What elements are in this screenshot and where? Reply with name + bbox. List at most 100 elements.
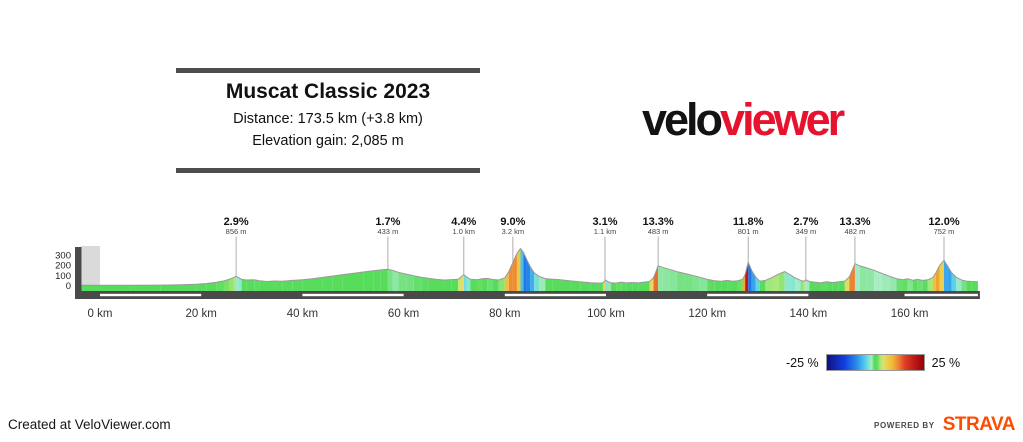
profile-slice	[854, 263, 861, 291]
x-tick-label: 40 km	[287, 308, 318, 320]
climb-length-label: 752 m	[934, 227, 955, 236]
profile-slice	[745, 262, 749, 291]
profile-slice	[238, 277, 242, 291]
climb-gradient-label: 2.9%	[224, 216, 249, 228]
profile-slice	[492, 279, 499, 291]
profile-slice	[100, 285, 131, 291]
profile-slice	[206, 282, 217, 291]
profile-slice	[826, 281, 833, 291]
veloviewer-logo: veloviewer	[642, 94, 845, 145]
climb-gradient-label: 12.0%	[928, 216, 959, 228]
profile-slice	[458, 274, 464, 291]
profile-slice	[236, 276, 239, 291]
climb-gradient-label: 4.4%	[451, 216, 476, 228]
profile-slice	[428, 278, 437, 291]
climb-length-label: 3.2 km	[502, 227, 525, 236]
veloviewer-logo-viewer: viewer	[720, 94, 845, 145]
profile-slice	[241, 279, 247, 291]
profile-slice	[805, 279, 810, 291]
profile-slice	[643, 281, 650, 291]
profile-slice	[832, 281, 839, 291]
profile-slice	[707, 279, 715, 291]
profile-slice	[714, 280, 722, 291]
profile-slice	[638, 282, 644, 291]
profile-slice	[80, 285, 100, 291]
gradient-legend: -25 % 25 %	[786, 354, 960, 371]
profile-slice	[790, 274, 796, 291]
profile-slice	[866, 267, 875, 291]
profile-slice	[944, 260, 948, 291]
profile-slice	[398, 272, 407, 291]
y-tick-label: 100	[55, 271, 71, 282]
profile-slice	[353, 271, 364, 291]
profile-slice	[759, 280, 766, 291]
profile-slice	[676, 271, 685, 291]
profile-slice	[598, 282, 603, 291]
profile-slice	[406, 274, 414, 291]
veloviewer-logo-velo: velo	[642, 94, 723, 145]
x-tick-label: 0 km	[88, 308, 113, 320]
climb-length-label: 482 m	[845, 227, 866, 236]
profile-slice	[732, 280, 738, 291]
profile-slice	[626, 282, 633, 291]
climb-gradient-label: 13.3%	[643, 216, 674, 228]
x-tick-label: 100 km	[587, 308, 625, 320]
profile-slice	[470, 279, 477, 291]
profile-slice	[814, 282, 821, 291]
climb-length-label: 1.1 km	[594, 227, 617, 236]
x-axis-stripe	[302, 293, 404, 297]
profile-slice	[590, 282, 599, 291]
profile-slice	[451, 279, 459, 291]
gradient-legend-min: -25 %	[786, 355, 819, 370]
profile-slice	[523, 252, 527, 291]
profile-slice	[259, 280, 267, 291]
profile-slice	[539, 276, 546, 291]
profile-slice	[820, 281, 827, 291]
profile-slice	[392, 270, 399, 291]
profile-slice	[727, 280, 733, 291]
gradient-legend-max: 25 %	[931, 355, 961, 370]
climb-gradient-label: 9.0%	[500, 216, 525, 228]
powered-by-text: POWERED BY	[874, 420, 935, 430]
climb-length-label: 1.0 km	[453, 227, 476, 236]
profile-slice	[322, 276, 333, 291]
profile-slice	[795, 278, 801, 291]
profile-slice	[971, 281, 978, 291]
profile-slice	[922, 279, 928, 291]
title-divider-top	[176, 68, 480, 73]
profile-slice	[881, 273, 890, 291]
profile-slice	[662, 267, 670, 291]
profile-slice	[784, 271, 791, 291]
profile-slice	[771, 273, 780, 291]
profile-slice	[421, 277, 429, 291]
y-tick-label: 300	[55, 251, 71, 262]
profile-slice	[312, 277, 323, 291]
profile-slice	[737, 279, 743, 291]
created-at-text: Created at VeloViewer.com	[8, 417, 171, 432]
profile-slice	[669, 269, 677, 291]
profile-slice	[951, 272, 957, 291]
profile-slice	[223, 279, 230, 291]
profile-slice	[229, 277, 234, 291]
x-tick-label: 80 km	[489, 308, 520, 320]
route-elevation-gain: Elevation gain: 2,085 m	[252, 133, 404, 149]
profile-slice	[482, 278, 488, 291]
profile-slice	[476, 278, 483, 291]
profile-slice	[800, 280, 804, 291]
profile-slice	[526, 259, 531, 291]
x-tick-label: 160 km	[891, 308, 929, 320]
profile-slice	[653, 265, 659, 291]
climb-length-label: 433 m	[377, 227, 398, 236]
profile-slice	[380, 269, 388, 291]
profile-slice	[266, 280, 275, 291]
elevation-chart: 0 100 200 300 0 km 20 km 40 km 60 km 80 km 100 km…	[0, 200, 1023, 325]
profile-slice	[860, 265, 867, 291]
profile-slice	[413, 275, 422, 291]
profile-slice	[608, 281, 612, 291]
profile-slice	[849, 263, 855, 291]
y-tick-label: 0	[66, 281, 71, 292]
profile-slice	[466, 277, 471, 291]
profile-slice	[534, 272, 540, 291]
x-axis-stripe	[904, 293, 978, 297]
